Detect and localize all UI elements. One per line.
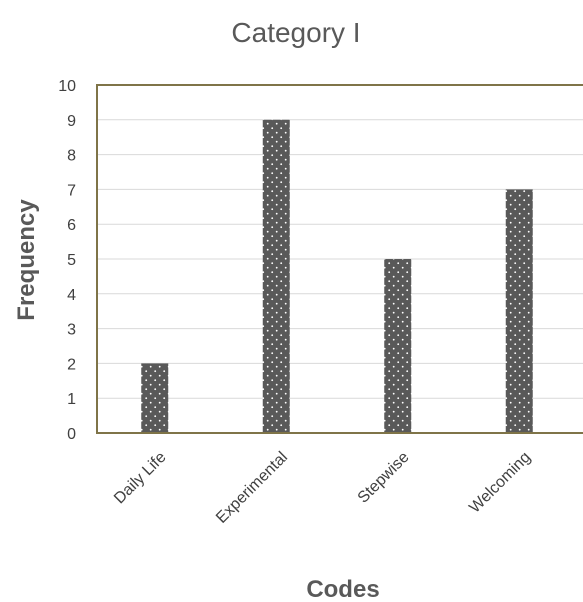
bar: [262, 119, 290, 434]
y-tick-label: 10: [58, 78, 76, 95]
bars: [141, 119, 533, 434]
plot-area-border: [96, 84, 583, 434]
y-tick-label: 2: [67, 356, 76, 373]
x-tick-label: Welcoming: [466, 449, 534, 517]
bar: [505, 189, 533, 433]
y-tick-label: 1: [67, 391, 76, 408]
x-tick-label: Daily Life: [111, 449, 170, 508]
x-axis-title: Codes: [306, 576, 379, 602]
bar: [141, 363, 169, 433]
x-tick-label: Stepwise: [355, 449, 413, 507]
y-axis-title: Frequency: [13, 199, 40, 321]
y-tick-label: 4: [67, 287, 76, 304]
x-tick-label: Experimental: [213, 449, 291, 527]
y-tick-label: 3: [67, 322, 76, 339]
x-axis-ticks: Daily Life Experimental Stepwise Welcoming: [111, 449, 534, 527]
y-tick-label: 9: [67, 113, 76, 130]
y-tick-label: 6: [67, 217, 76, 234]
gridlines: [97, 119, 583, 399]
bar: [384, 259, 412, 433]
chart-title: Category I: [231, 17, 360, 48]
y-tick-label: 5: [67, 252, 76, 269]
y-axis-ticks: 0 1 2 3 4 5 6 7 8 9 10: [58, 78, 76, 443]
y-tick-label: 8: [67, 148, 76, 165]
y-tick-label: 7: [67, 182, 76, 199]
y-tick-label: 0: [67, 426, 76, 443]
